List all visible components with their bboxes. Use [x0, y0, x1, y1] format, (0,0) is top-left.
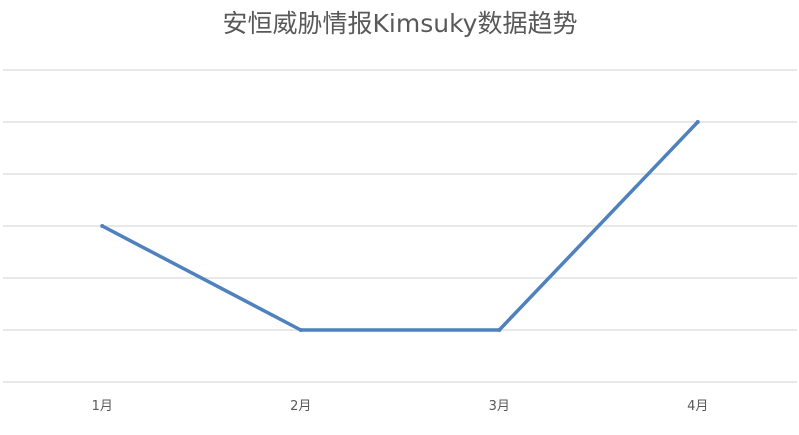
series-line: [100, 120, 700, 332]
x-tick-label: 3月: [489, 399, 510, 414]
data-point: [695, 120, 700, 124]
data-point: [497, 328, 502, 332]
gridlines: [3, 69, 797, 383]
x-tick-label: 1月: [92, 399, 113, 414]
x-tick-label: 4月: [687, 399, 708, 414]
x-axis-tick-labels: 1月 2月 3月 4月: [92, 399, 709, 414]
chart-title: 安恒威胁情报Kimsuky数据趋势: [223, 9, 578, 38]
data-point: [298, 328, 303, 332]
series-layer: [100, 120, 700, 332]
data-point: [100, 224, 105, 228]
x-tick-label: 2月: [290, 399, 311, 414]
